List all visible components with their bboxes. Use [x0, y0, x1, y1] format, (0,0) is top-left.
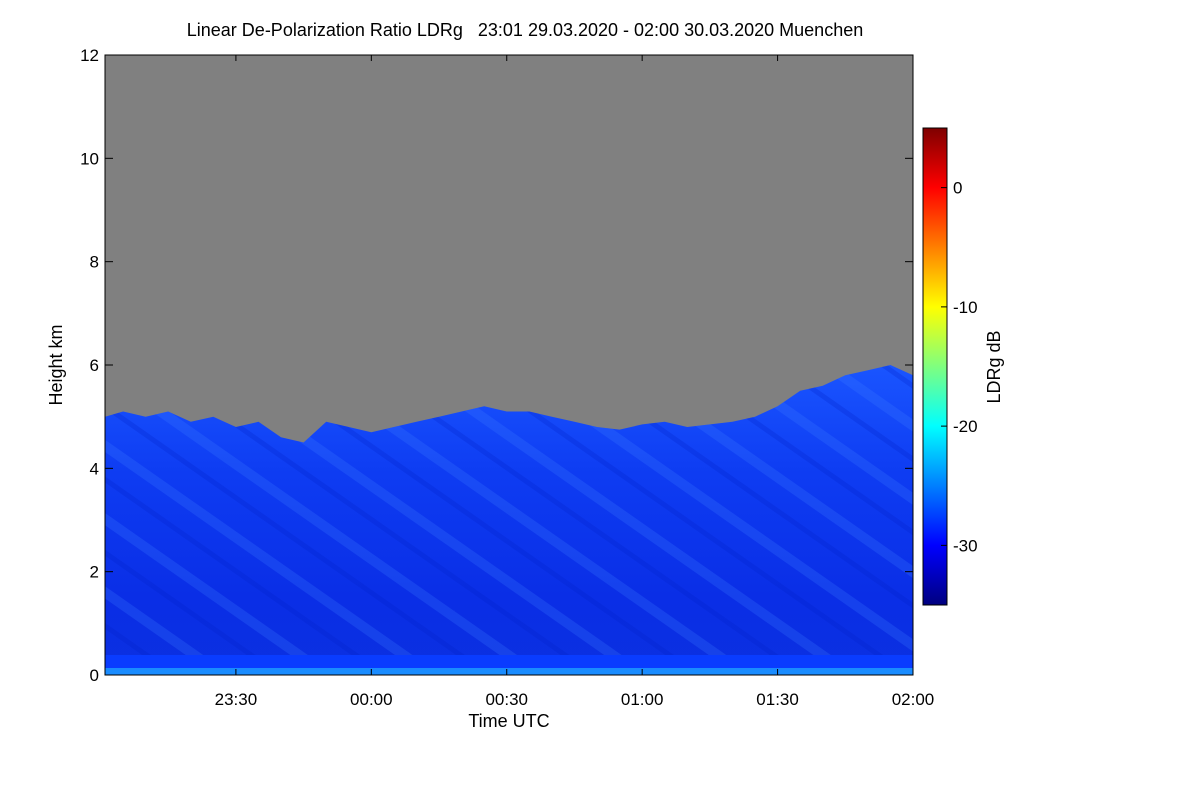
- surface-layer-bright: [105, 668, 913, 675]
- x-axis: 23:30 00:00 00:30 01:00 01:30 02:00: [215, 55, 935, 709]
- colorbar-gradient: [922, 127, 948, 606]
- x-tick-label: 01:30: [756, 690, 799, 709]
- y-axis-label: Height km: [46, 324, 66, 405]
- colorbar: 0 -10 -20 -30 LDRg dB: [922, 127, 1004, 606]
- x-tick-label: 02:00: [892, 690, 935, 709]
- y-tick-label: 12: [80, 46, 99, 65]
- x-axis-label: Time UTC: [468, 711, 549, 731]
- colorbar-tick-label: -30: [953, 536, 978, 555]
- colorbar-tick-label: 0: [953, 179, 962, 198]
- y-tick-label: 0: [90, 666, 99, 685]
- y-tick-label: 8: [90, 253, 99, 272]
- chart-title: Linear De-Polarization Ratio LDRg 23:01 …: [186, 20, 864, 40]
- x-tick-label: 00:00: [350, 690, 393, 709]
- y-tick-label: 2: [90, 563, 99, 582]
- colorbar-tick-label: -20: [953, 417, 978, 436]
- colorbar-label: LDRg dB: [984, 330, 1004, 403]
- x-tick-label: 23:30: [215, 690, 258, 709]
- x-tick-label: 01:00: [621, 690, 664, 709]
- signal-texture: [105, 365, 913, 675]
- y-axis: 0 2 4 6 8 10 12: [80, 46, 913, 685]
- y-tick-label: 6: [90, 356, 99, 375]
- colorbar-ticks: 0 -10 -20 -30: [941, 179, 978, 555]
- x-tick-label: 00:30: [485, 690, 528, 709]
- colorbar-tick-label: -10: [953, 298, 978, 317]
- y-tick-label: 10: [80, 149, 99, 168]
- plot-area: [104, 54, 914, 676]
- y-tick-label: 4: [90, 459, 99, 478]
